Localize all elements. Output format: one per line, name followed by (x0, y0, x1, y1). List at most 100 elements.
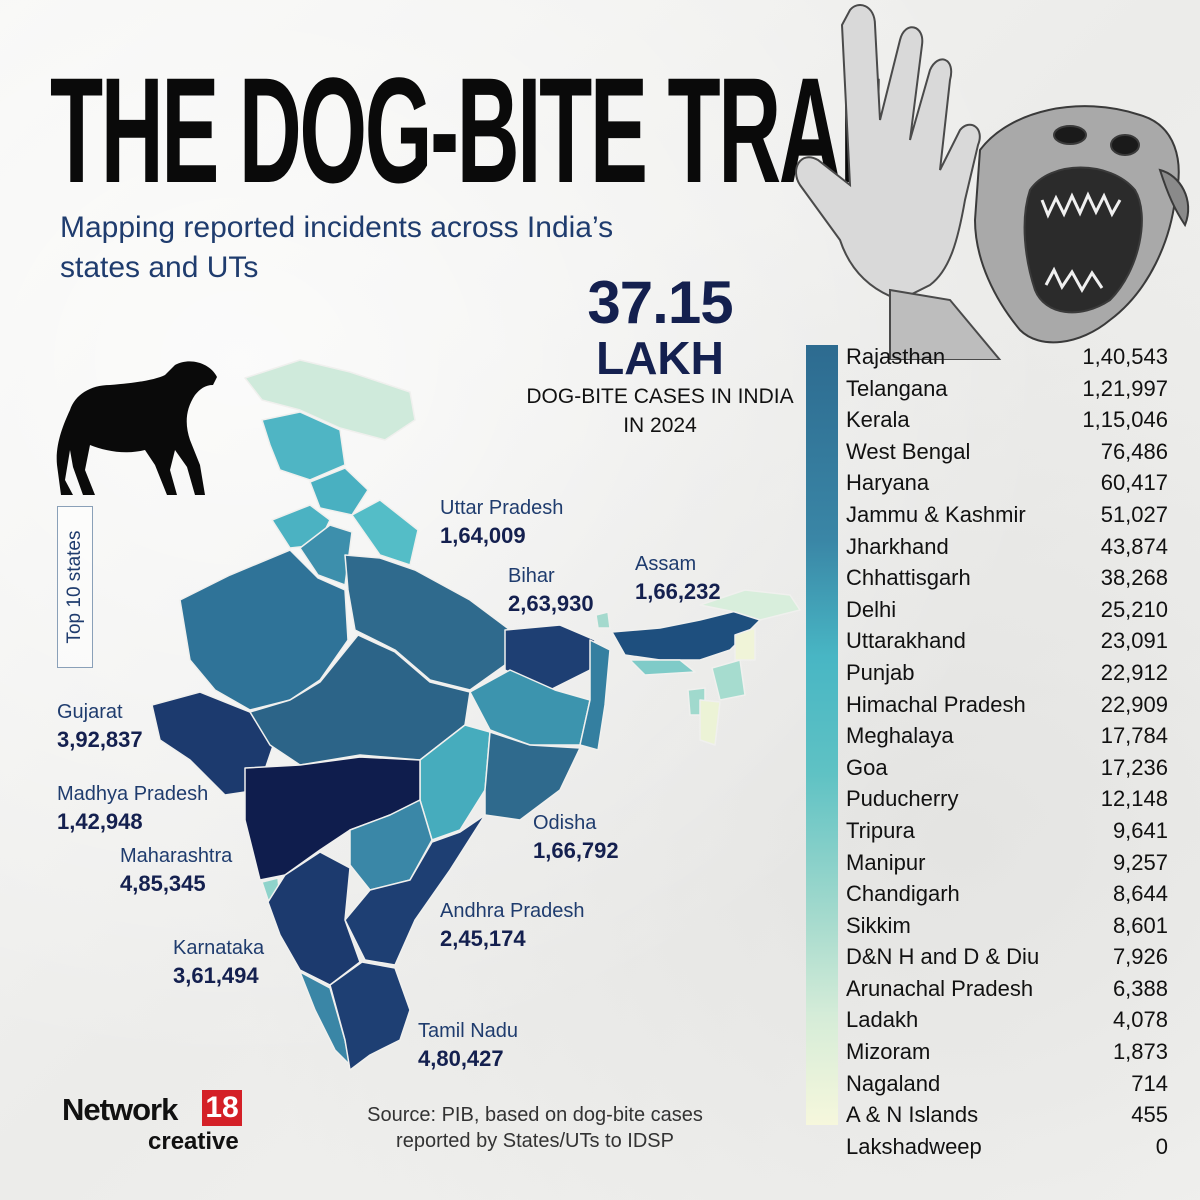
list-item-value: 25,210 (1100, 596, 1168, 622)
region-jammu-kashmir (261, 411, 346, 481)
label-maharashtra-name: Maharashtra (120, 845, 233, 867)
list-item: Nagaland 714 (846, 1068, 1168, 1100)
label-karnataka-name: Karnataka (173, 937, 265, 959)
list-item-value: 12,148 (1100, 786, 1168, 812)
list-item: Goa 17,236 (846, 752, 1168, 784)
hand-and-dog-illustration (795, 4, 1190, 360)
list-item-value: 1,15,046 (1082, 407, 1168, 433)
list-item-value: 22,912 (1100, 659, 1168, 685)
top10-tag-label: Top 10 states (64, 530, 85, 644)
list-item: D&N H and D & Diu 7,926 (846, 941, 1168, 973)
label-gujarat-name: Gujarat (57, 701, 123, 723)
list-item-value: 8,601 (1112, 912, 1168, 938)
list-item-value: 9,641 (1112, 817, 1168, 843)
list-item: Lakshadweep 0 (846, 1131, 1168, 1163)
region-odisha (484, 731, 581, 821)
list-item-state: Nagaland (846, 1070, 941, 1096)
region-meghalaya (629, 659, 696, 676)
region-uttarakhand (351, 499, 419, 566)
list-item-value: 38,268 (1100, 565, 1168, 591)
region-himachal (309, 467, 369, 516)
list-item: Uttarakhand 23,091 (846, 625, 1168, 657)
list-item-value: 1,21,997 (1082, 375, 1168, 401)
label-uttar-pradesh-value: 1,64,009 (440, 523, 526, 548)
region-arunachal (699, 589, 801, 621)
list-item-state: Ladakh (846, 1007, 919, 1033)
list-item-value: 60,417 (1100, 470, 1168, 496)
list-item-state: Jammu & Kashmir (846, 501, 1026, 527)
list-item: West Bengal 76,486 (846, 436, 1168, 468)
list-item-value: 51,027 (1100, 501, 1168, 527)
source-note: Source: PIB, based on dog-bite cases rep… (367, 1104, 703, 1152)
list-item-value: 1,40,543 (1082, 344, 1168, 369)
list-item-value: 22,909 (1100, 691, 1168, 717)
list-item-state: A & N Islands (846, 1102, 979, 1128)
region-mizoram (699, 699, 721, 746)
headline-caption: DOG-BITE CASES IN INDIA IN 2024 (526, 385, 794, 437)
label-uttar-pradesh-name: Uttar Pradesh (440, 497, 564, 519)
list-item-state: Haryana (846, 470, 930, 496)
list-item-state: Goa (846, 754, 888, 780)
list-item-state: Delhi (846, 596, 897, 622)
list-item: Arunachal Pradesh 6,388 (846, 973, 1168, 1005)
region-karnataka (267, 851, 361, 986)
list-item-value: 8,644 (1112, 881, 1168, 907)
top10-tag: Top 10 states (57, 506, 93, 668)
list-item-value: 9,257 (1112, 849, 1168, 875)
list-item-value: 0 (1155, 1133, 1168, 1159)
legend-color-ramp (806, 345, 838, 1125)
label-assam-value: 1,66,232 (635, 579, 721, 604)
headline-value: 37.15 (587, 269, 733, 336)
label-bihar-name: Bihar (508, 565, 555, 587)
label-odisha-value: 1,66,792 (533, 838, 619, 863)
label-madhya-pradesh-name: Madhya Pradesh (57, 783, 209, 805)
label-andhra-pradesh-value: 2,45,174 (440, 926, 526, 951)
list-item: Delhi 25,210 (846, 594, 1168, 626)
headline-unit: LAKH (596, 332, 724, 384)
label-karnataka-value: 3,61,494 (173, 963, 259, 988)
region-uttar-pradesh (344, 554, 511, 691)
list-item: Telangana 1,21,997 (846, 373, 1168, 405)
region-manipur (711, 659, 746, 701)
list-item-state: Tripura (846, 817, 915, 843)
list-item-value: 455 (1131, 1102, 1168, 1128)
list-item: Chhattisgarh 38,268 (846, 562, 1168, 594)
list-item-state: Meghalaya (846, 723, 954, 749)
list-item-value: 1,873 (1112, 1039, 1168, 1065)
label-madhya-pradesh-value: 1,42,948 (57, 809, 143, 834)
dog-silhouette-icon (56, 361, 218, 495)
label-tamil-nadu-value: 4,80,427 (418, 1046, 504, 1071)
region-ladakh (244, 359, 416, 441)
label-maharashtra-value: 4,85,345 (120, 871, 206, 896)
list-item-state: Punjab (846, 659, 915, 685)
region-nagaland (734, 627, 756, 661)
label-gujarat-value: 3,92,837 (57, 727, 143, 752)
region-tamil-nadu (329, 961, 411, 1071)
page-title: THE DOG-BITE TRAIL (50, 46, 914, 214)
list-item: Tripura 9,641 (846, 815, 1168, 847)
list-item: Punjab 22,912 (846, 657, 1168, 689)
list-item-state: West Bengal (846, 438, 971, 464)
list-item: Ladakh 4,078 (846, 1004, 1168, 1036)
list-item-value: 7,926 (1112, 944, 1168, 970)
list-item: Jammu & Kashmir 51,027 (846, 499, 1168, 531)
label-andhra-pradesh-name: Andhra Pradesh (440, 900, 585, 922)
state-value-list: Rajasthan 1,40,543 Telangana 1,21,997 Kerala… (846, 341, 1168, 1162)
list-item-state: Rajasthan (846, 344, 946, 369)
list-item-state: Uttarakhand (846, 628, 966, 654)
list-item-value: 17,784 (1100, 723, 1168, 749)
logo-sub: creative (148, 1128, 239, 1155)
label-assam-name: Assam (635, 553, 697, 575)
list-item-value: 714 (1131, 1070, 1168, 1096)
list-item: Meghalaya 17,784 (846, 720, 1168, 752)
list-item-value: 17,236 (1100, 754, 1168, 780)
list-item-state: D&N H and D & Diu (846, 944, 1040, 970)
list-item: Jharkhand 43,874 (846, 531, 1168, 563)
list-item-state: Lakshadweep (846, 1133, 982, 1159)
list-item: Manipur 9,257 (846, 847, 1168, 879)
list-item-value: 4,078 (1112, 1007, 1168, 1033)
region-west-bengal (579, 639, 611, 751)
region-sikkim (595, 611, 611, 629)
list-item-value: 6,388 (1112, 975, 1168, 1001)
